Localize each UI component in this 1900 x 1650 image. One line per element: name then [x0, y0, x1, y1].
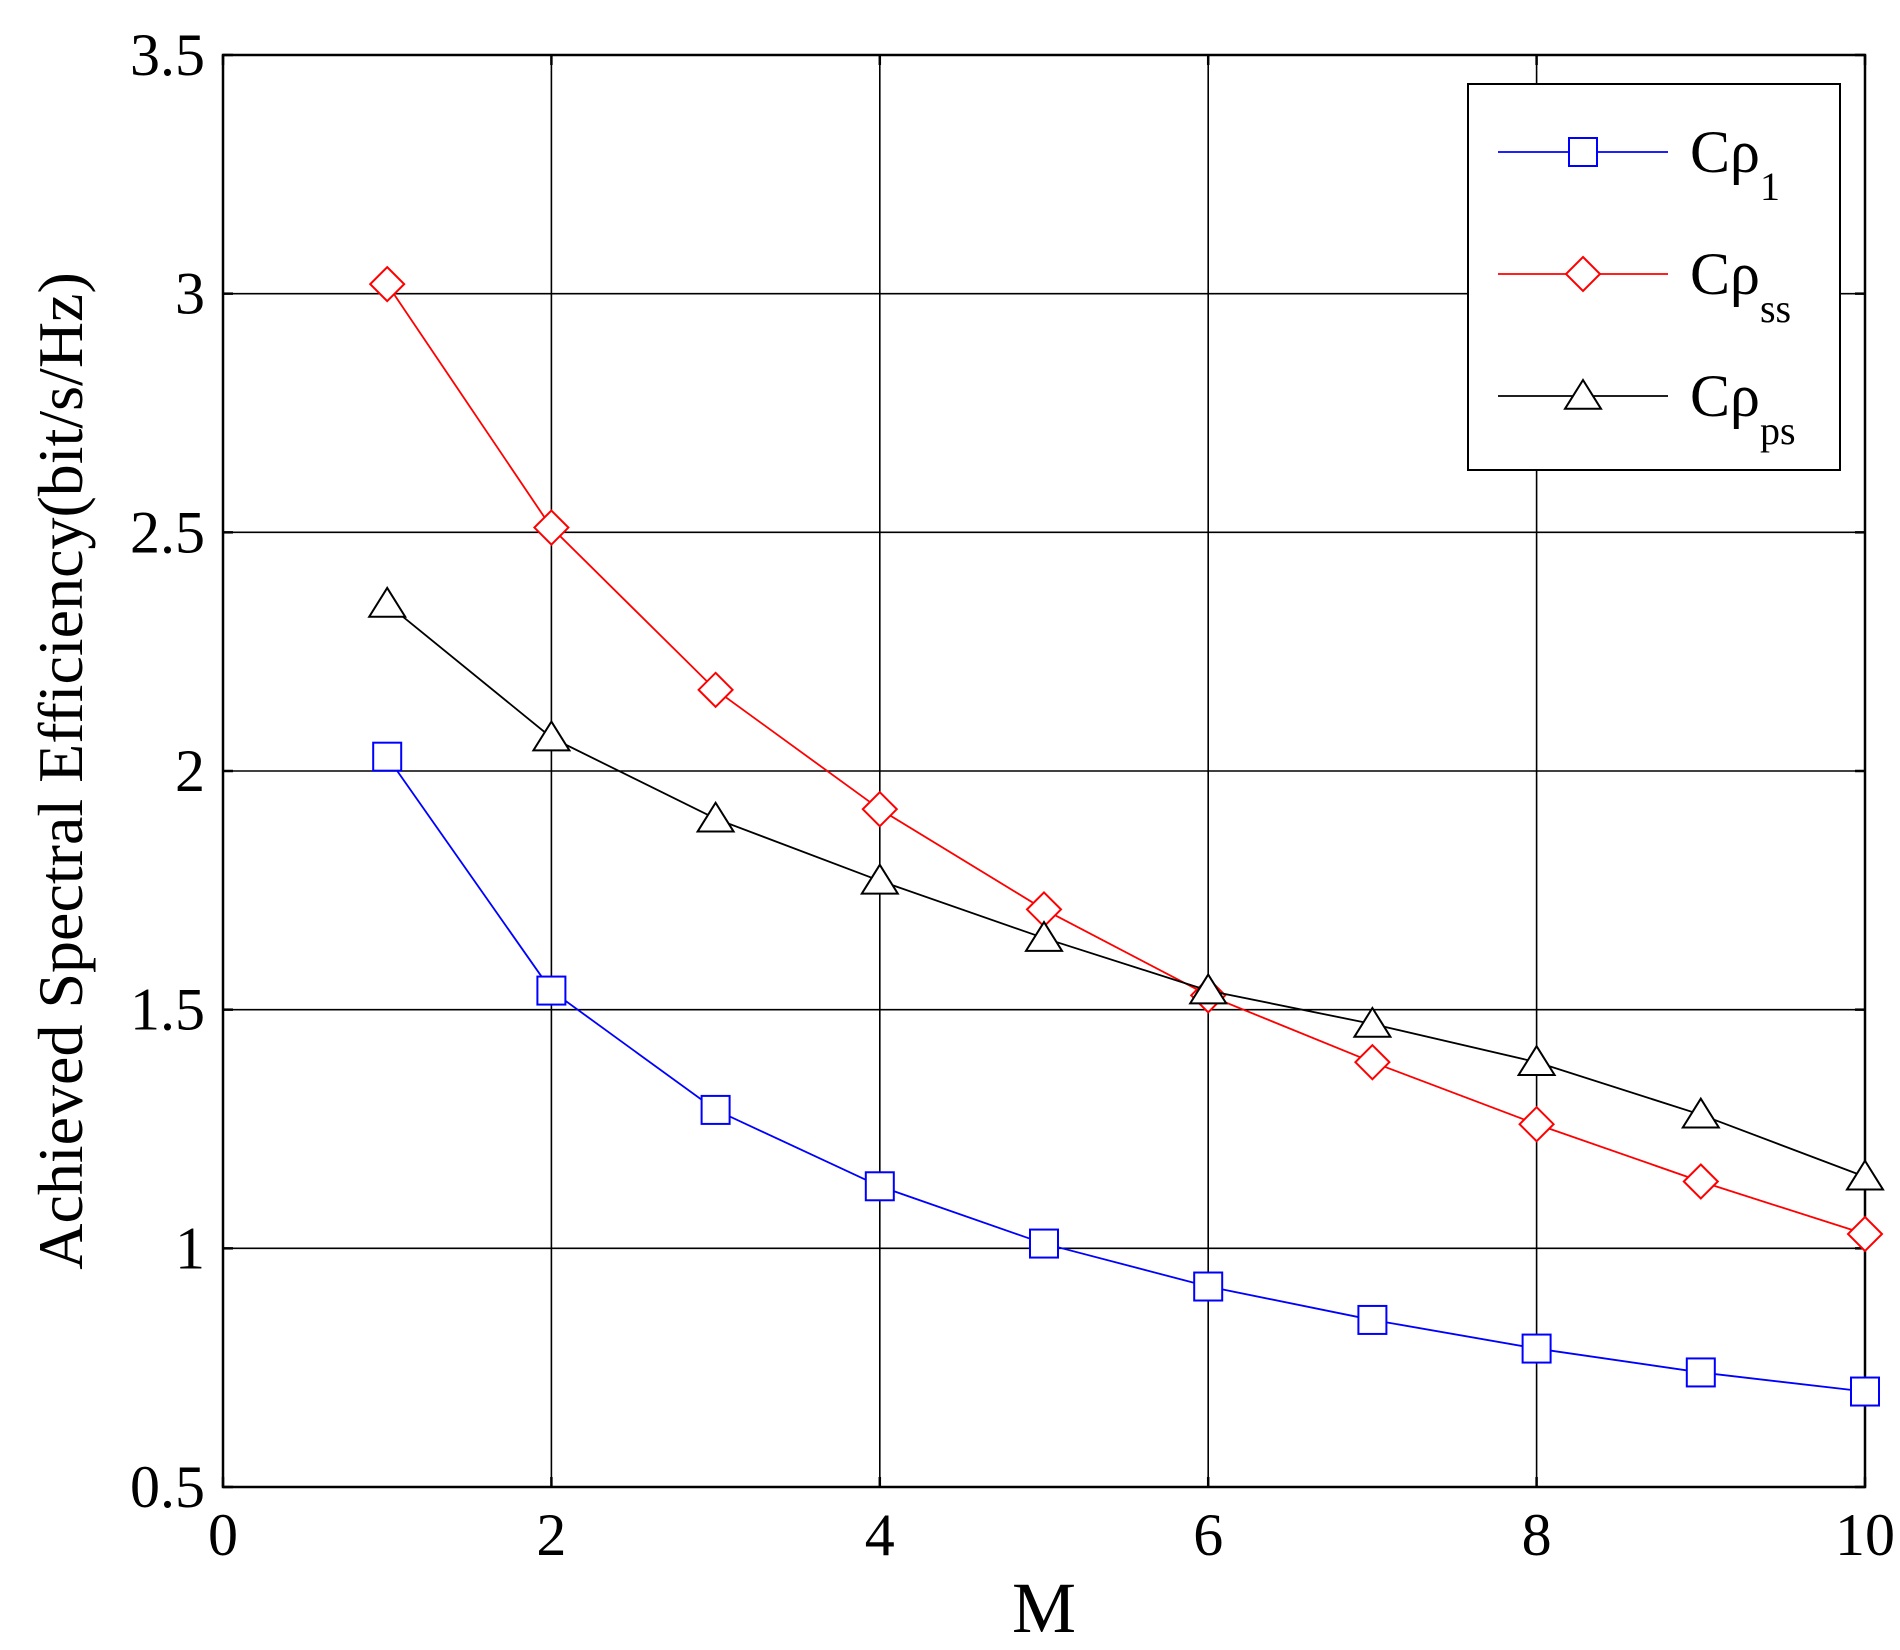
series-line	[386, 756, 1866, 1393]
series-ps	[367, 586, 1885, 1191]
y-tick-label: 1	[175, 1215, 205, 1281]
data-point	[367, 586, 408, 618]
legend-label: Cρ1	[1690, 119, 1780, 209]
data-point	[368, 265, 406, 303]
series-line	[386, 603, 1866, 1178]
x-tick-label: 10	[1835, 1502, 1895, 1568]
data-point	[1352, 1006, 1393, 1038]
data-point	[536, 975, 567, 1006]
x-tick-label: 2	[536, 1502, 566, 1568]
legend-label: Cρps	[1690, 363, 1796, 453]
y-tick-label: 2.5	[130, 499, 205, 565]
data-point	[697, 671, 735, 709]
data-point	[1850, 1376, 1880, 1407]
data-point	[532, 509, 570, 546]
data-point	[1518, 1105, 1556, 1143]
legend-swatch-marker	[1568, 137, 1598, 167]
data-point	[864, 1171, 895, 1202]
series-line	[386, 283, 1866, 1235]
y-axis-label: Achieved Spectral Efficiency(bit/s/Hz)	[25, 272, 96, 1270]
data-point	[1682, 1163, 1720, 1200]
legend-swatch-marker	[1564, 255, 1602, 293]
data-point	[859, 862, 900, 895]
y-tick-label: 2	[175, 738, 205, 804]
data-point	[700, 1094, 731, 1125]
data-point	[695, 800, 736, 833]
legend-box	[1467, 83, 1841, 471]
x-tick-label: 4	[865, 1502, 895, 1568]
y-tick-label: 3.5	[130, 22, 205, 88]
y-tick-label: 1.5	[130, 977, 205, 1043]
y-tick-label: 3	[175, 261, 205, 327]
data-point	[1845, 1158, 1885, 1191]
x-tick-label: 0	[208, 1502, 238, 1568]
legend-swatch-marker	[1563, 378, 1603, 410]
x-axis-label: M	[1012, 1568, 1076, 1648]
axis-ticks: 0 2 4 6 8 10 0.5 1 1.5 2 2.5 3 3.5	[130, 22, 1895, 1568]
data-point	[531, 719, 572, 752]
series-1	[372, 741, 1880, 1407]
data-point	[1521, 1333, 1552, 1364]
series-group	[367, 265, 1885, 1407]
data-point	[1353, 1043, 1391, 1081]
data-point	[1357, 1304, 1388, 1335]
data-point	[1188, 972, 1229, 1005]
data-point	[372, 741, 403, 772]
data-point	[1516, 1044, 1557, 1076]
data-point	[861, 790, 899, 828]
x-tick-label: 6	[1193, 1502, 1223, 1568]
legend-label: Cρss	[1690, 241, 1791, 331]
data-point	[1029, 1228, 1059, 1259]
data-point	[1193, 1271, 1224, 1302]
data-point	[1680, 1096, 1721, 1129]
legend-items: Cρ1 Cρss Cρps	[1498, 119, 1796, 453]
data-point	[1846, 1215, 1884, 1253]
y-tick-label: 0.5	[130, 1454, 205, 1520]
data-point	[1024, 920, 1064, 952]
data-point	[1685, 1357, 1716, 1388]
x-tick-label: 8	[1522, 1502, 1552, 1568]
legend: Cρ1 Cρss Cρps	[1467, 83, 1841, 471]
